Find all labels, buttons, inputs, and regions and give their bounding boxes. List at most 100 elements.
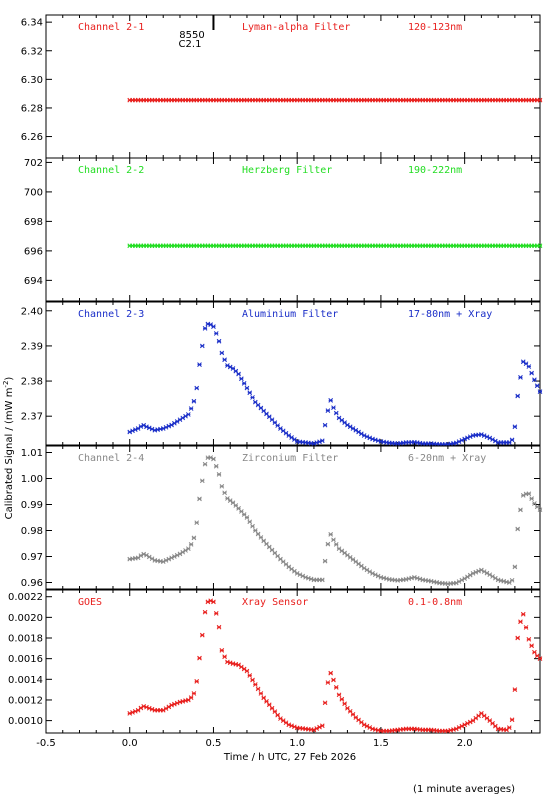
data-point [213,610,219,616]
y-tick-label: 6.28 [21,103,43,114]
panel-channel-label: Channel 2-4 [78,453,144,464]
panel-band-label: 190-222nm [408,165,462,176]
panel-band-label: 17-80nm + Xray [408,309,492,320]
data-point [219,483,225,489]
data-point [216,472,222,477]
data-point [532,649,537,655]
panel-filter-label: Aluminium Filter [242,309,338,320]
x-tick-label: 0.0 [122,738,138,749]
data-point [518,619,523,625]
data-point [194,679,200,684]
x-tick-label: 1.5 [373,738,389,749]
panel-4: 0.96 0.97 0.98 0.99 1.00 1.01 Channel 2-4 Zirco… [21,445,543,590]
data-point [211,456,216,462]
panel-band-label: 6-20nm + Xray [408,453,486,464]
data-point [534,383,540,389]
panel-2: 694 696 698 700 702 Channel 2-2 Herzberg Filte… [24,157,543,302]
data-point [255,686,261,692]
panel-band-label: 0.1-0.8nm [408,597,462,608]
x-tick-label: -0.5 [36,738,56,749]
data-point [244,385,250,391]
x-tick-label: 0.5 [206,738,222,749]
data-point [532,377,537,383]
panels-group: 6.26 6.28 6.30 6.32 6.34 Channel 2-1 Lyman-alp… [8,14,543,734]
data-point [199,343,205,349]
data-point [219,648,225,653]
data-point [222,357,227,363]
data-point [258,691,264,696]
data-point [526,364,532,369]
data-point [523,625,529,630]
data-point [185,546,191,552]
x-axis-label: Time / h UTC, 27 Feb 2026 [223,752,356,763]
data-point [506,725,512,730]
data-point [185,412,191,417]
y-tick-label: 6.32 [21,46,43,57]
panel-channel-label: Channel 2-1 [78,22,144,33]
data-point [537,507,543,513]
y-tick-label: 2.37 [21,412,43,423]
y-tick-label: 0.0012 [8,695,43,706]
series-points [127,97,543,103]
y-axis-label: Calibrated Signal / (mW m-2) [2,377,15,520]
data-point [512,564,518,570]
data-point [199,632,205,638]
data-point [319,577,325,583]
series-points [127,321,543,447]
y-tick-label: 0.0016 [8,654,43,665]
data-point [188,695,194,701]
marker-annotation-line1: 8550 [179,30,204,41]
panel-filter-label: Herzberg Filter [242,165,332,176]
data-point [509,577,515,583]
data-point [213,331,219,336]
data-point [194,385,200,391]
panel-5: 0.0010 0.0012 0.0014 0.0016 0.0018 0.0020 0.00… [8,589,543,734]
data-point [222,490,227,496]
y-tick-label: 2.39 [21,341,43,352]
data-point [319,723,325,729]
data-point [322,422,328,428]
y-tick-label: 2.38 [21,377,43,388]
data-point [333,410,339,416]
data-point [211,324,216,329]
panel-channel-label: Channel 2-2 [78,165,144,176]
data-point [512,687,518,692]
y-tick-label: 702 [24,158,43,169]
data-point [188,406,194,411]
data-point [247,519,253,525]
data-point [252,682,258,687]
y-axis-label-end: ) [4,377,15,381]
data-point [529,370,534,376]
data-point [328,398,334,403]
data-point [216,338,222,344]
data-point [191,535,197,541]
data-point [333,684,339,690]
data-point [236,371,241,377]
panel-filter-label: Lyman-alpha Filter [242,22,350,33]
data-point [515,635,521,641]
x-tick-label: 2.0 [457,738,473,749]
panel-frame [45,589,541,734]
data-point [239,376,244,382]
data-point [322,558,328,564]
y-tick-label: 0.96 [21,578,43,589]
data-point [515,526,521,532]
y-tick-label: 0.98 [21,526,43,537]
data-point [515,393,521,399]
data-point [319,438,325,444]
data-point [250,677,255,683]
data-point [202,325,208,331]
data-point [331,537,336,543]
series-points [127,455,543,587]
series-points [127,243,543,249]
data-point [244,668,250,674]
data-point [197,496,202,502]
panel-filter-label: Xray Sensor [242,597,308,608]
data-point [194,520,200,526]
data-point [191,398,197,404]
y-tick-label: 6.26 [21,132,43,143]
data-point [331,405,336,411]
y-tick-label: 694 [24,276,43,287]
y-tick-label: 0.0010 [8,716,43,727]
data-point [509,717,515,723]
